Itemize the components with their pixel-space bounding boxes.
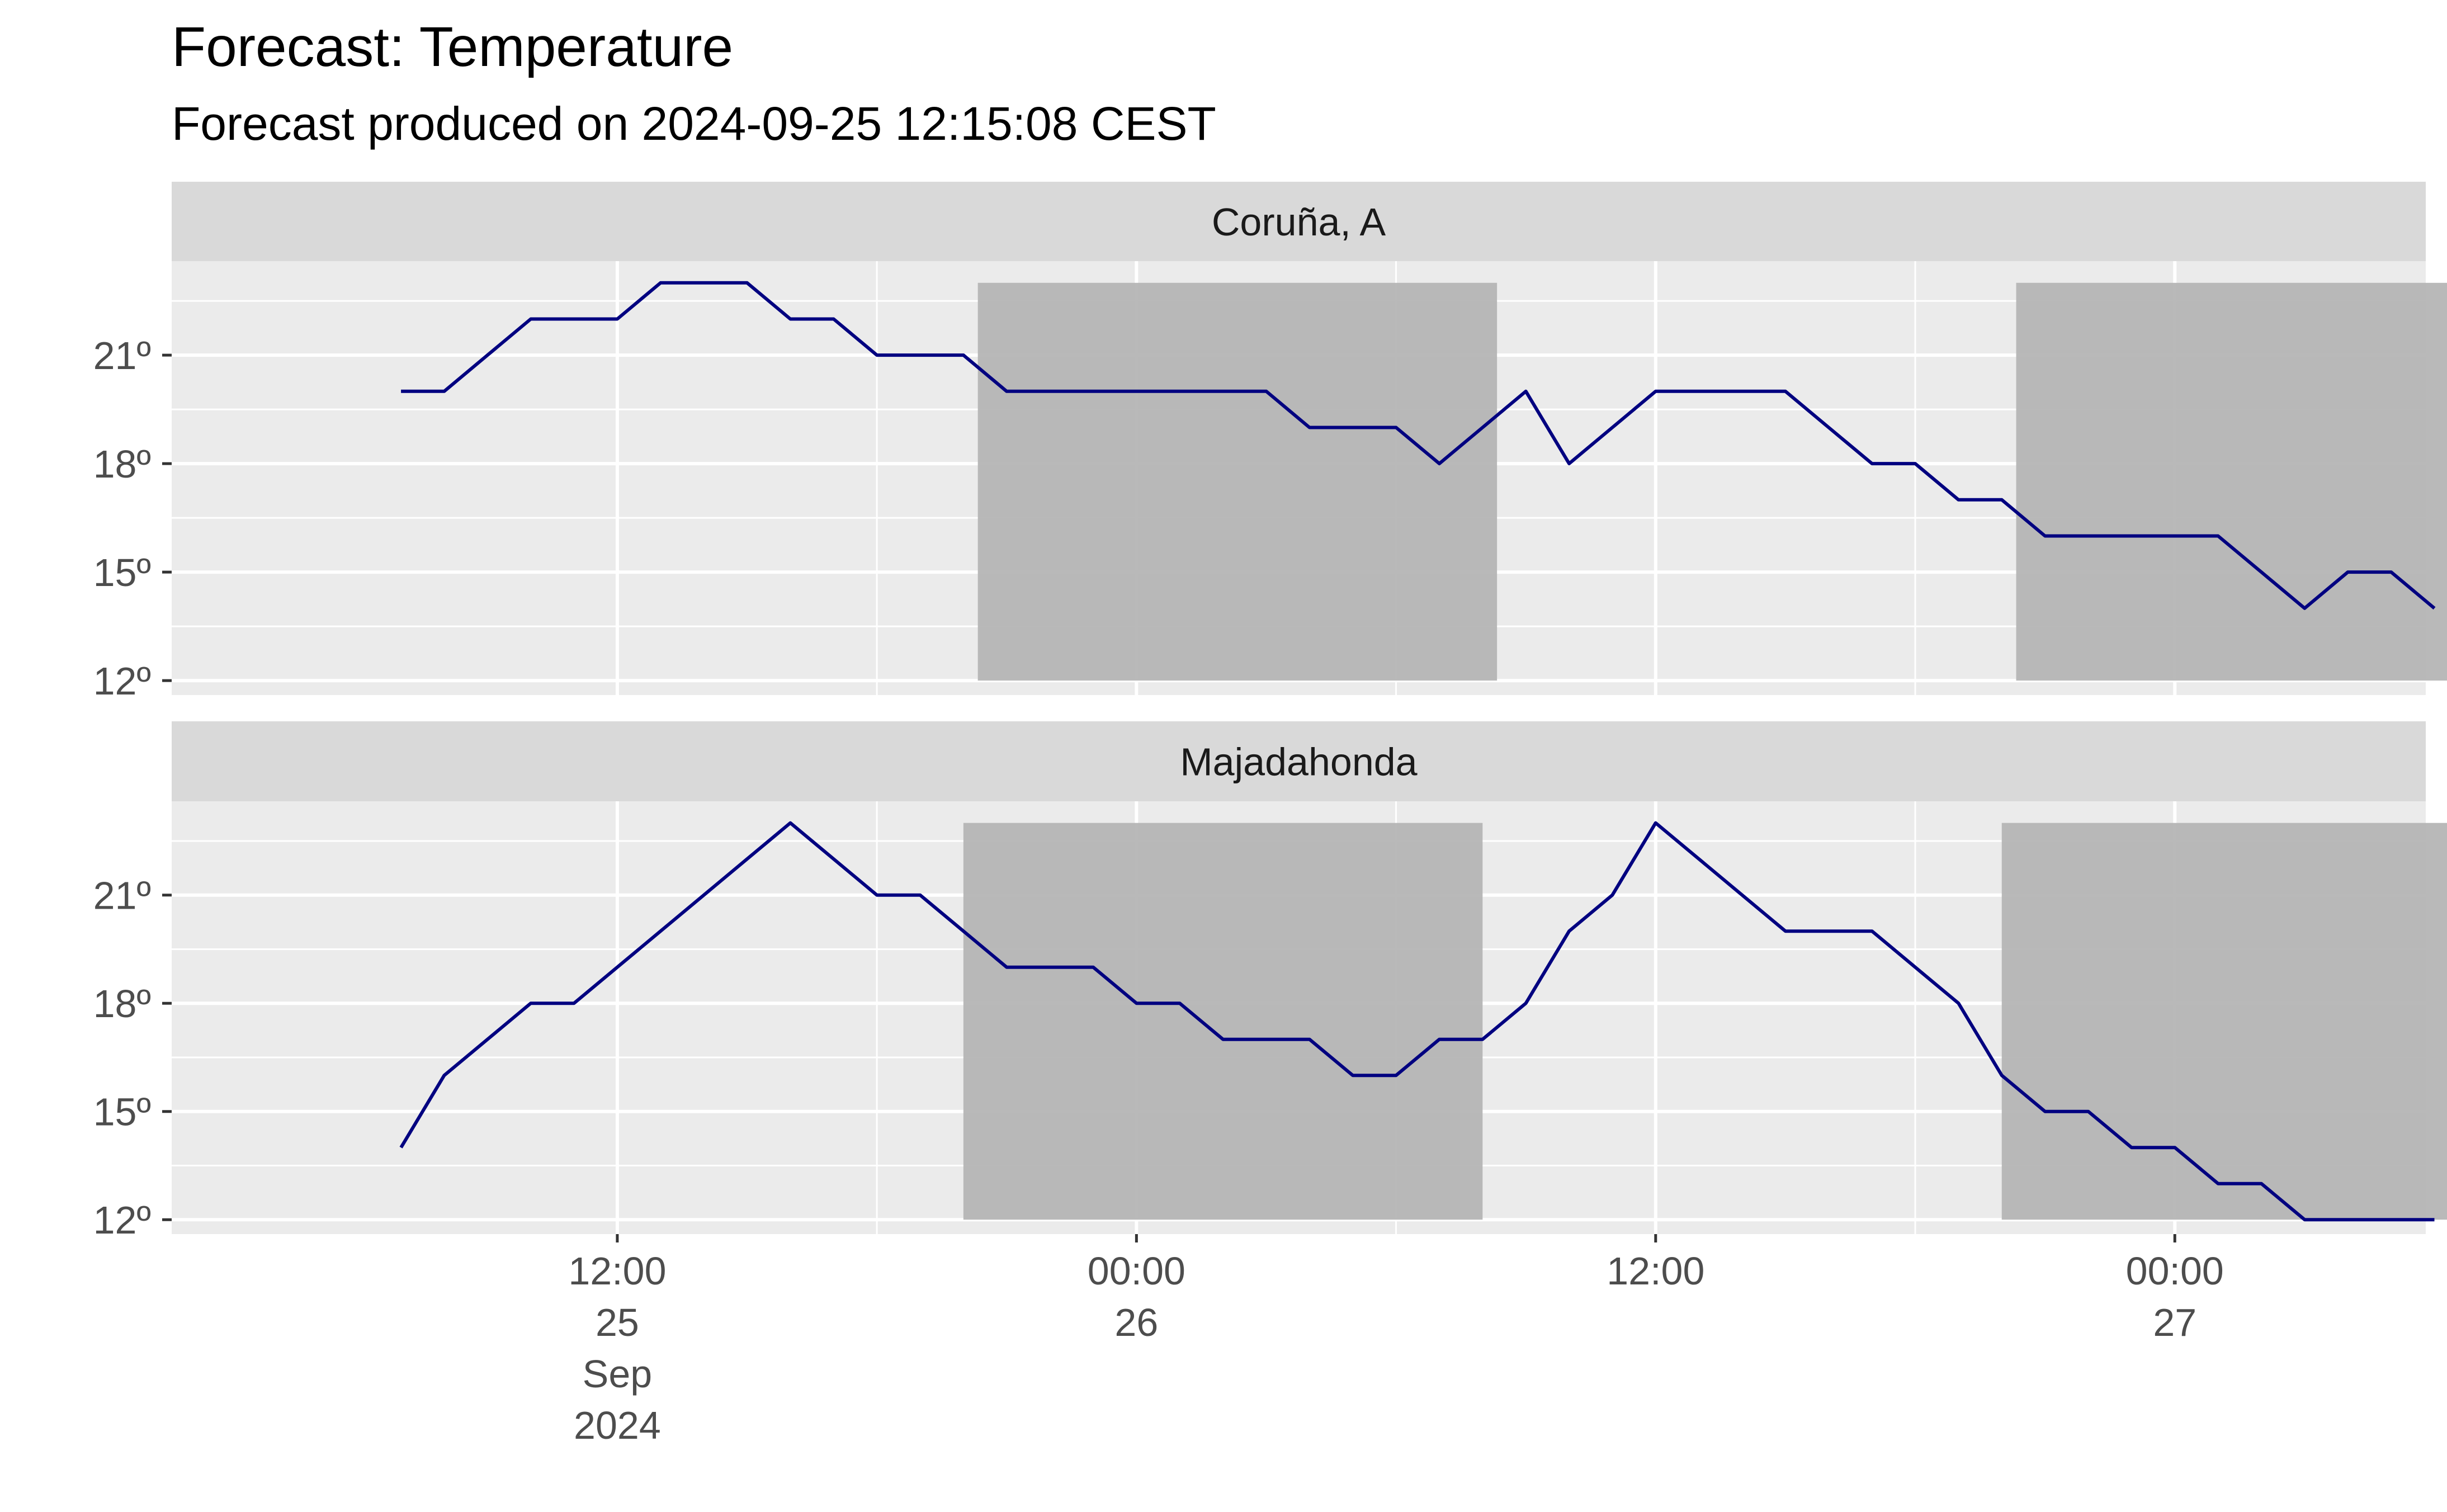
- y-tick-label: 21º: [93, 874, 151, 918]
- night-band: [2001, 823, 2447, 1220]
- night-band: [2016, 282, 2447, 681]
- x-axis: 12:00 25 Sep 2024 00:00 26 12:00 00:00 27: [568, 1234, 2224, 1447]
- facet-strip-label: Majadahonda: [1180, 740, 1417, 784]
- x-tick-label: 12:00: [1607, 1249, 1704, 1293]
- facet-panel: Coruña, A 12º 15º 18º 21º: [93, 182, 2447, 703]
- facet-panels: Coruña, A 12º 15º 18º 21º Majadahonda 12º 15º 18…: [93, 182, 2447, 1242]
- facet-strip: [172, 182, 2426, 261]
- y-tick-label: 15º: [93, 551, 151, 594]
- chart-subtitle: Forecast produced on 2024-09-25 12:15:08…: [172, 97, 1216, 150]
- facet-strip: [172, 721, 2426, 801]
- y-tick-label: 21º: [93, 334, 151, 377]
- x-tick-label: 25: [596, 1301, 639, 1344]
- facet-panel: Majadahonda 12º 15º 18º 21º: [93, 721, 2447, 1242]
- x-tick-label: 2024: [574, 1404, 661, 1447]
- chart-title: Forecast: Temperature: [172, 16, 733, 78]
- temperature-line: [401, 281, 2436, 610]
- y-tick-label: 12º: [93, 659, 151, 703]
- temperature-line: [399, 821, 2435, 1222]
- night-band: [963, 823, 1483, 1220]
- night-band: [977, 282, 1498, 681]
- x-tick-label: 12:00: [568, 1249, 666, 1293]
- x-tick-label: 26: [1114, 1301, 1158, 1344]
- facet-strip-label: Coruña, A: [1212, 200, 1386, 244]
- y-tick-label: 15º: [93, 1090, 151, 1134]
- y-tick-label: 18º: [93, 442, 151, 486]
- x-tick-label: 00:00: [1088, 1249, 1185, 1293]
- x-tick-label: 00:00: [2126, 1249, 2224, 1293]
- x-tick-label: Sep: [583, 1352, 653, 1396]
- y-tick-label: 18º: [93, 982, 151, 1026]
- x-tick-label: 27: [2153, 1301, 2196, 1344]
- y-tick-label: 12º: [93, 1198, 151, 1242]
